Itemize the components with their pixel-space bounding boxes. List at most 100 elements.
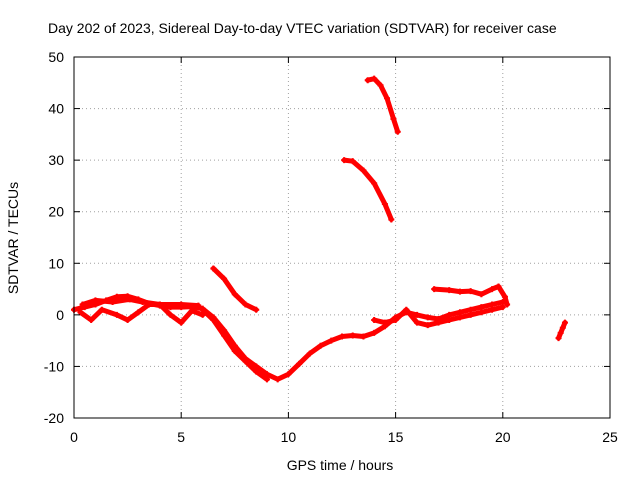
data-point: [263, 376, 270, 383]
data-point: [467, 306, 474, 313]
series-arc-30: [341, 157, 395, 223]
data-point: [467, 288, 474, 295]
axis-ticks: 0 5 10 15 20 25 -20 -10 0 10 20 30 40 50: [44, 49, 618, 445]
data-point: [360, 167, 367, 174]
data-point: [109, 298, 116, 305]
plot-frame: [73, 56, 611, 419]
y-tick-label: -20: [44, 410, 64, 426]
data-point: [364, 77, 371, 84]
y-axis-label: SDTVAR / TECUs: [5, 182, 21, 294]
data-point: [349, 332, 356, 339]
data-point: [392, 317, 399, 324]
data-point: [499, 304, 506, 311]
data-point: [210, 265, 217, 272]
data-point: [296, 360, 303, 367]
data-point: [561, 319, 568, 326]
y-tick-label: 20: [48, 204, 64, 220]
data-point: [555, 335, 562, 342]
data-point: [124, 317, 131, 324]
series-short-mid: [210, 265, 260, 313]
data-point: [377, 82, 384, 89]
y-tick-label: 0: [56, 307, 64, 323]
data-point: [231, 291, 238, 298]
data-point: [349, 158, 356, 165]
y-tick-label: 10: [48, 255, 64, 271]
x-tick-label: 20: [495, 429, 511, 445]
data-point: [467, 311, 474, 318]
data-point: [394, 128, 401, 135]
x-tick-label: 5: [177, 429, 185, 445]
data-point: [414, 311, 421, 318]
data-point: [489, 286, 496, 293]
data-point: [456, 309, 463, 316]
data-point: [390, 115, 397, 122]
y-tick-label: 30: [48, 152, 64, 168]
data-point: [221, 332, 228, 339]
series-line: [77, 302, 206, 326]
data-point: [384, 95, 391, 102]
x-tick-label: 0: [70, 429, 78, 445]
data-point: [424, 322, 431, 329]
data-point: [424, 314, 431, 321]
series-arc-46: [364, 75, 401, 135]
data-point: [167, 311, 174, 318]
data-point: [559, 324, 566, 331]
data-point: [199, 306, 206, 313]
data-point: [381, 319, 388, 326]
series-line: [556, 320, 568, 341]
data-point: [77, 309, 84, 316]
data-point: [371, 180, 378, 187]
data-series: [71, 75, 568, 383]
chart-title: Day 202 of 2023, Sidereal Day-to-day VTE…: [48, 20, 557, 36]
y-tick-label: 50: [48, 49, 64, 65]
data-point: [135, 309, 142, 316]
data-point: [263, 371, 270, 378]
data-point: [414, 319, 421, 326]
data-point: [478, 304, 485, 311]
data-point: [446, 287, 453, 294]
data-point: [371, 329, 378, 336]
data-point: [431, 286, 438, 293]
data-point: [285, 371, 292, 378]
data-point: [339, 333, 345, 340]
data-point: [195, 302, 202, 309]
data-point: [126, 296, 133, 303]
data-point: [456, 288, 463, 295]
data-point: [478, 309, 485, 316]
series-band-3: [371, 304, 506, 329]
data-point: [317, 342, 324, 349]
data-point: [489, 301, 496, 308]
data-point: [446, 311, 453, 318]
data-point: [98, 306, 105, 313]
data-point: [113, 311, 120, 318]
series-late-segment: [555, 319, 568, 342]
y-tick-label: -10: [44, 358, 64, 374]
data-point: [88, 317, 95, 324]
data-point: [381, 200, 388, 207]
data-point: [328, 337, 335, 344]
series-upper-branch: [79, 296, 202, 309]
data-point: [253, 368, 260, 375]
data-point: [210, 317, 217, 324]
data-point: [360, 333, 367, 340]
data-point: [188, 307, 195, 314]
data-point: [274, 376, 281, 383]
data-point: [92, 297, 99, 304]
data-point: [341, 157, 348, 164]
data-point: [489, 306, 496, 313]
data-point: [221, 275, 228, 282]
x-axis-label: GPS time / hours: [287, 457, 394, 473]
data-point: [446, 317, 453, 324]
data-point: [178, 319, 185, 326]
data-point: [435, 319, 442, 326]
data-point: [79, 301, 86, 308]
data-point: [178, 301, 185, 308]
series-upper-right: [431, 283, 511, 308]
data-point: [242, 301, 249, 308]
series-band-2: [199, 306, 270, 383]
data-point: [403, 306, 410, 313]
data-point: [156, 301, 163, 308]
data-point: [306, 350, 313, 357]
data-point: [139, 298, 146, 305]
